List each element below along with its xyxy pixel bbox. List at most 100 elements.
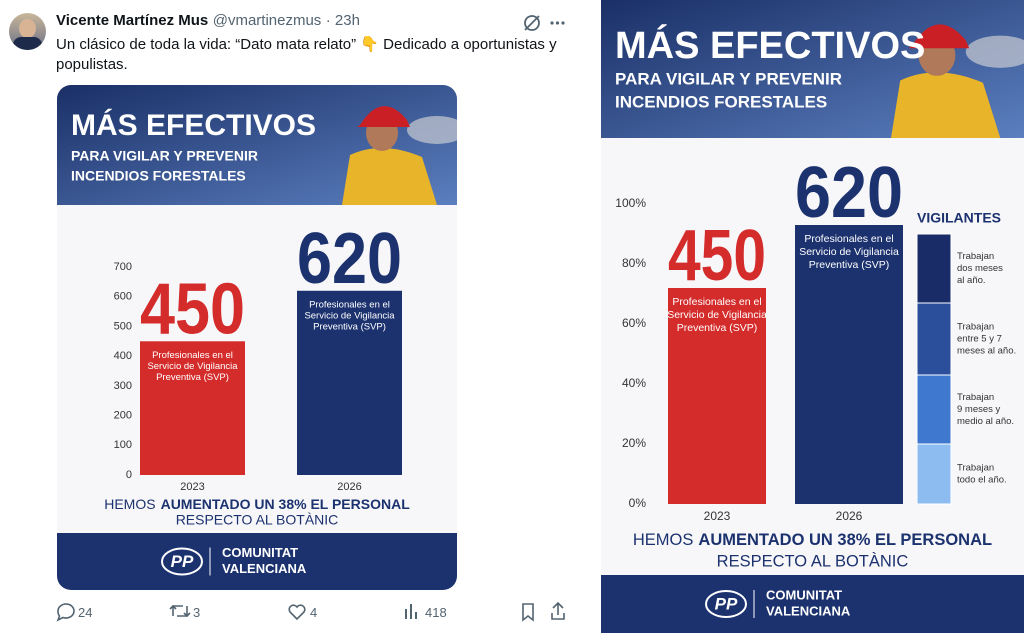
caption-bold: AUMENTADO UN 38% EL PERSONAL [161,496,411,512]
reply-count: 24 [78,605,93,620]
retweet-count: 3 [193,605,201,620]
y-tick-label: 200 [114,409,132,421]
bar [795,225,903,504]
retweet-icon[interactable] [169,604,191,618]
y-tick-label: 100% [615,196,646,210]
author[interactable]: Vicente Martínez Mus [56,12,209,29]
y-tick-label: 0 [126,469,132,481]
caption-line: RESPECTO AL BOTÀNIC [176,512,339,528]
bar [297,290,402,475]
bookmark-icon[interactable] [522,603,534,622]
org-name: VALENCIANA [766,603,851,618]
logo: PP [171,552,194,571]
bar-description: Servicio de Vigilancia [799,246,899,258]
firefighter-body [891,72,1001,138]
reply-icon[interactable] [56,603,75,622]
stack-label: dos meses [957,263,1003,274]
bar-description: Profesionales en el [309,299,390,310]
org-name: VALENCIANA [222,561,307,576]
tweet-header: Vicente Martínez Mus @vmartinezmus · 23h [56,12,360,30]
caption-bold: AUMENTADO UN 38% EL PERSONAL [698,531,992,549]
more-icon[interactable] [550,21,565,25]
bar-description: Preventiva (SVP) [809,259,890,271]
y-tick-label: 80% [622,256,646,270]
bar-number: 620 [795,152,903,233]
stack-label: Trabajan [957,251,994,262]
logo-mark [161,547,203,576]
stack-segment [916,374,952,445]
y-tick-label: 60% [622,316,646,330]
title: MÁS EFECTIVOS [71,108,316,142]
footer [601,575,1024,633]
footer [57,533,457,590]
stack-label: entre 5 y 7 [957,334,1002,345]
org-name: COMUNITAT [766,587,842,602]
stack-segment [916,233,952,304]
org-name: COMUNITAT [222,545,298,560]
stack-label: todo el año. [957,475,1007,486]
helicopter [965,35,1024,68]
bar-description: Servicio de Vigilancia [147,361,238,372]
subtitle: INCENDIOS FORESTALES [71,168,246,184]
logo-mark [705,590,747,618]
y-tick-label: 100 [114,439,132,451]
like-count: 4 [310,605,318,620]
stack-segment [916,302,952,376]
like-icon[interactable] [288,604,306,621]
helmet [908,24,970,49]
bar-number: 620 [297,218,402,299]
y-tick-label: 600 [114,291,132,303]
x-tick-label: 2023 [180,481,204,493]
bar [140,341,245,475]
action-icons [56,601,565,622]
helmet [357,106,410,127]
x-tick-label: 2026 [337,481,361,493]
y-tick-label: 20% [622,436,646,450]
y-tick-label: 500 [114,320,132,332]
view-count: 418 [425,605,447,620]
grok-icon[interactable] [524,15,540,31]
stack-label: 9 meses y [957,404,1001,415]
header-icons [524,15,565,31]
stack-label: Trabajan [957,322,994,333]
firefighter-body [342,147,437,205]
chart-image: MÁS EFECTIVOS PARA VIGILAR Y PREVENIR INCE… [601,0,1024,633]
logo: PP [715,594,738,613]
stack-title: VIGILANTES [917,210,1001,226]
bar-number: 450 [668,215,766,296]
stack-label: Trabajan [957,392,994,403]
x-tick-label: 2023 [704,509,731,523]
caption-lead: HEMOS [104,496,155,512]
y-tick-label: 700 [114,261,132,273]
x-tick-label: 2026 [836,509,863,523]
subtitle: INCENDIOS FORESTALES [615,92,827,111]
views-icon[interactable] [405,604,417,619]
stack-label: medio al año. [957,416,1014,427]
bar-description: Servicio de Vigilancia [304,310,395,321]
tweet-image[interactable]: MÁS EFECTIVOS PARA VIGILAR Y PREVENIR INCE… [57,85,457,590]
bar-description: Preventiva (SVP) [313,321,386,332]
avatar[interactable] [9,13,46,50]
caption: HEMOS AUMENTADO UN 38% EL PERSONAL [633,531,992,549]
bar-description: Profesionales en el [804,233,893,245]
bar [668,288,766,504]
bar-description: Preventiva (SVP) [156,372,229,383]
subtitle: PARA VIGILAR Y PREVENIR [615,69,842,88]
share-icon[interactable] [551,601,565,620]
bar-description: Profesionales en el [672,296,761,308]
y-tick-label: 400 [114,350,132,362]
y-tick-label: 300 [114,380,132,392]
time[interactable]: · 23h [325,12,360,29]
bar-number: 450 [140,268,245,349]
bar-description: Preventiva (SVP) [677,322,758,334]
stack-segment [916,443,952,505]
stack-label: Trabajan [957,463,994,474]
bar-description: Servicio de Vigilancia [667,309,767,321]
stack-label: al año. [957,275,986,286]
y-tick-label: 40% [622,376,646,390]
bar-description: Profesionales en el [152,350,233,361]
caption: HEMOS AUMENTADO UN 38% EL PERSONAL [104,496,410,512]
tweet-text: Un clásico de toda la vida: “Dato mata r… [56,36,557,73]
handle[interactable]: @vmartinezmus [212,12,322,29]
